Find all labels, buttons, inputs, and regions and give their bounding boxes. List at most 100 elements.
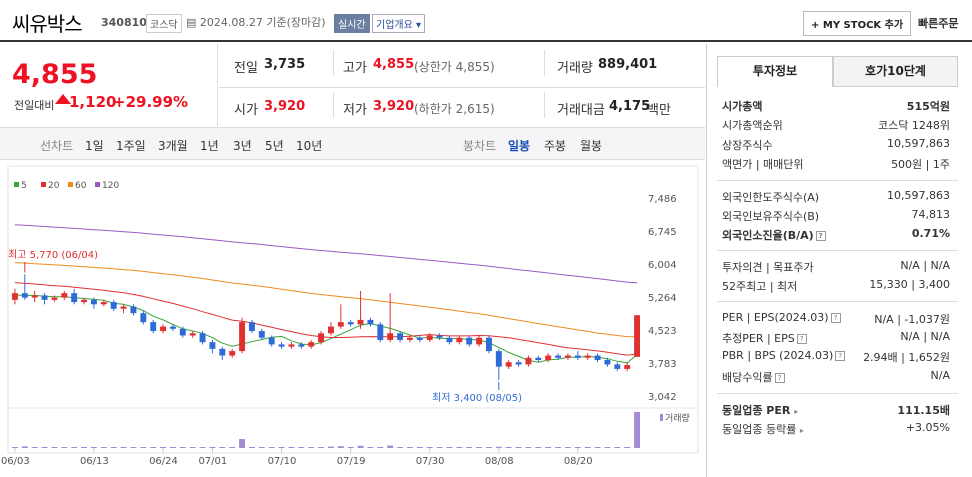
company-info-dropdown[interactable]: 기업개요 ▾ xyxy=(372,14,426,33)
volume-bar xyxy=(327,446,334,448)
volume-bar xyxy=(11,447,18,448)
tab-orderbook[interactable]: 호가10단계 xyxy=(833,56,958,87)
volume-bar xyxy=(446,447,453,448)
candle-body xyxy=(347,322,354,325)
period-3m[interactable]: 3개월 xyxy=(158,139,188,153)
chevron-right-icon: ▸ xyxy=(794,407,799,416)
prev-value: 3,735 xyxy=(264,57,306,72)
change-value: 1,120 xyxy=(69,93,117,111)
period-5y[interactable]: 5년 xyxy=(265,139,284,153)
candle-body xyxy=(81,299,88,303)
candle-body xyxy=(140,313,147,323)
volume-bar xyxy=(535,447,542,448)
volume-bar xyxy=(367,447,374,448)
help-icon[interactable]: ? xyxy=(830,313,841,323)
change-percent: +29.99% xyxy=(113,93,189,111)
x-tick-label: 07/30 xyxy=(416,456,445,467)
volume-bar xyxy=(574,447,581,448)
opinion-value: N/A | N/A xyxy=(900,259,950,272)
opinion-label: 투자의견 | 목표주가 xyxy=(722,261,814,274)
candle-body xyxy=(248,322,255,332)
candle-chart-label: 봉차트 xyxy=(463,139,497,153)
candle-body xyxy=(327,326,334,334)
div-label: 배당수익률? xyxy=(722,369,785,385)
legend-label: 120 xyxy=(102,181,119,191)
divider xyxy=(333,50,334,76)
volume-bar xyxy=(614,447,621,448)
help-icon[interactable]: ? xyxy=(774,373,785,383)
price-chart[interactable]: 5 20 60 120 7,486 6,745 6,004 5,264 4,523 3,783 3,… xyxy=(0,162,705,477)
candle-body xyxy=(209,342,216,349)
volume-bar xyxy=(594,447,601,448)
divider xyxy=(544,50,545,76)
chevron-right-icon: ▸ xyxy=(799,426,804,435)
volume-bar xyxy=(51,447,58,448)
ma-line-120 xyxy=(14,224,638,284)
candle-body xyxy=(11,293,18,300)
candle-monthly[interactable]: 월봉 xyxy=(580,139,603,153)
legend-label: 5 xyxy=(21,181,27,191)
period-bar xyxy=(0,127,705,160)
ind-chg-value: +3.05% xyxy=(905,421,950,434)
divider xyxy=(717,301,958,302)
candle-daily[interactable]: 일봉 xyxy=(508,139,531,153)
volume-bar xyxy=(248,446,255,448)
date-text: 2024.08.27 기준(장마감) xyxy=(199,16,326,29)
shares-label: 상장주식수 xyxy=(722,139,773,152)
period-1w[interactable]: 1주일 xyxy=(116,139,146,153)
candle-body xyxy=(100,302,107,305)
y-tick-label: 5,264 xyxy=(648,293,677,304)
ma-line-20 xyxy=(14,282,638,356)
realtime-button[interactable]: 실시간 xyxy=(334,14,370,33)
mystock-add-button[interactable]: + MY STOCK 추가 xyxy=(803,11,912,36)
candle-body xyxy=(555,355,562,358)
volume-bar xyxy=(416,447,423,448)
candle-body xyxy=(564,355,571,358)
period-1d[interactable]: 1일 xyxy=(85,139,104,153)
volume-bar xyxy=(485,447,492,448)
candle-body xyxy=(515,362,522,365)
candle-body xyxy=(495,351,502,367)
forhold-label: 외국인보유주식수(B) xyxy=(722,210,820,223)
volume-bar xyxy=(189,447,196,448)
candle-body xyxy=(61,293,68,298)
candle-body xyxy=(41,295,48,300)
period-1y[interactable]: 1년 xyxy=(200,139,219,153)
x-tick-label: 07/10 xyxy=(268,456,297,467)
period-3y[interactable]: 3년 xyxy=(233,139,252,153)
candle-body xyxy=(51,297,58,300)
candle-body xyxy=(31,295,38,298)
amount-label: 거래대금 xyxy=(557,103,605,118)
ma-line-5 xyxy=(14,294,638,364)
candle-body xyxy=(535,357,542,360)
help-icon[interactable]: ? xyxy=(835,351,846,361)
volume-bar xyxy=(337,446,344,448)
tab-invest-info[interactable]: 투자정보 xyxy=(717,56,833,87)
candle-body xyxy=(71,293,78,303)
legend-swatch xyxy=(95,182,100,187)
help-icon[interactable]: ? xyxy=(796,334,807,344)
invest-panel xyxy=(706,44,972,477)
candle-body xyxy=(476,337,483,345)
help-icon[interactable]: ? xyxy=(815,231,826,241)
candle-body xyxy=(229,351,236,356)
volume-bar xyxy=(298,447,305,448)
candle-body xyxy=(278,344,285,347)
pbr-value: 2.94배 | 1,652원 xyxy=(863,351,950,364)
period-10y[interactable]: 10년 xyxy=(296,139,323,153)
candle-weekly[interactable]: 주봉 xyxy=(544,139,567,153)
candle-body xyxy=(446,337,453,343)
volume-label: 거래량 xyxy=(557,61,593,76)
divider xyxy=(333,92,334,118)
volume-bar xyxy=(564,447,571,448)
volume-bar xyxy=(308,447,315,448)
candle-body xyxy=(406,337,413,340)
wk52-label: 52주최고 | 최저 xyxy=(722,280,798,293)
legend-swatch xyxy=(41,182,46,187)
candle-body xyxy=(298,344,305,347)
quick-order-button[interactable]: 빠른주문 xyxy=(918,17,959,30)
candle-body xyxy=(505,362,512,367)
volume-bar xyxy=(347,447,354,448)
high-label: 고가 xyxy=(343,61,367,76)
candle-body xyxy=(308,342,315,347)
